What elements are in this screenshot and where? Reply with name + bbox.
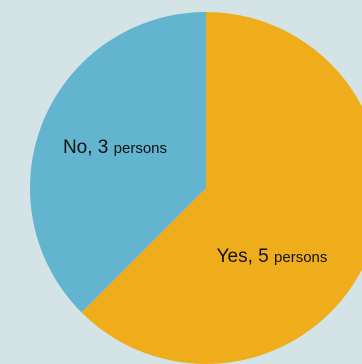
pie-slices: [30, 12, 362, 364]
slice-label-no: No, 3 persons: [63, 137, 167, 158]
slice-label-yes: Yes, 5 persons: [217, 246, 328, 267]
pie-slice-no: [30, 12, 206, 313]
pie-slice-yes: [81, 12, 362, 364]
pie-labels: Yes, 5 persons No, 3 persons: [63, 137, 327, 267]
